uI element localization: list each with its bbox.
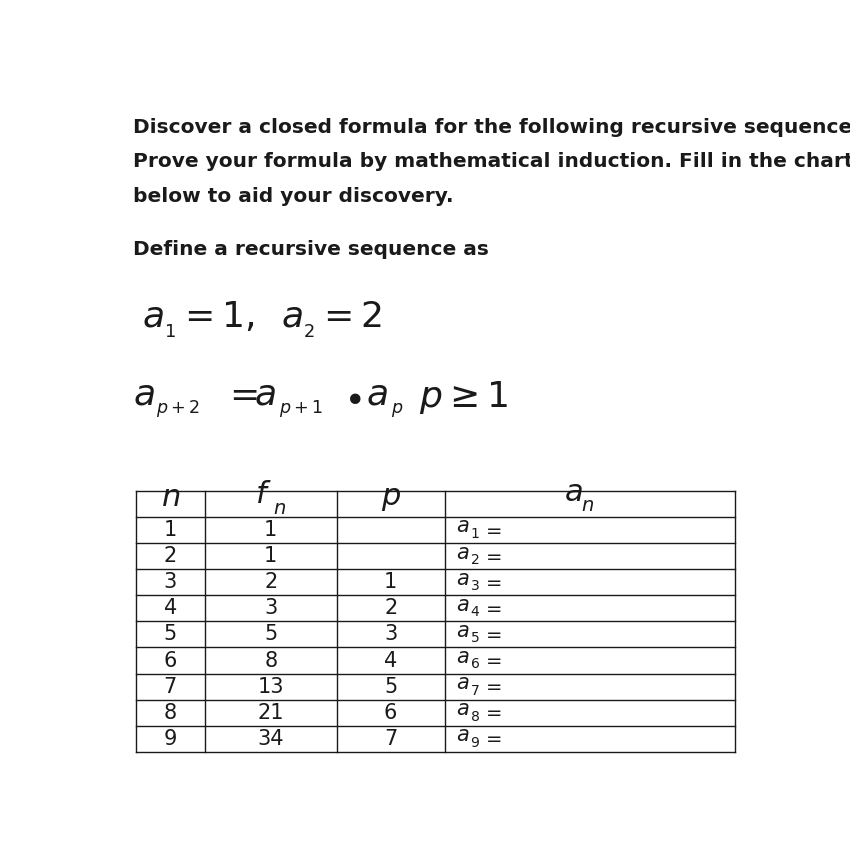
Text: 13: 13 (258, 677, 284, 697)
Text: $_{p+2}$: $_{p+2}$ (156, 396, 200, 419)
Text: $\mathit{8}$: $\mathit{8}$ (470, 709, 479, 723)
Text: 8: 8 (164, 703, 177, 722)
Text: $_{p}$: $_{p}$ (391, 396, 404, 419)
Text: $=$: $=$ (481, 678, 502, 695)
Text: $=$: $=$ (481, 522, 502, 539)
Text: $\mathit{1}$: $\mathit{1}$ (470, 527, 479, 542)
Text: 4: 4 (384, 651, 397, 671)
Text: $=$: $=$ (481, 548, 502, 565)
Text: 3: 3 (164, 573, 177, 592)
Text: $=$: $=$ (481, 652, 502, 669)
Text: Define a recursive sequence as: Define a recursive sequence as (133, 240, 489, 259)
Text: 8: 8 (264, 651, 277, 671)
Text: 1: 1 (264, 546, 277, 567)
Text: 34: 34 (258, 728, 284, 749)
Text: 9: 9 (164, 728, 177, 749)
Text: $\mathit{3}$: $\mathit{3}$ (470, 579, 479, 593)
Text: 3: 3 (264, 598, 277, 618)
Text: 6: 6 (384, 703, 397, 722)
Text: 2: 2 (164, 546, 177, 567)
Text: 2: 2 (384, 598, 397, 618)
Text: $=$: $=$ (481, 626, 502, 643)
Text: $\mathit{a}$: $\mathit{a}$ (456, 596, 470, 616)
Text: $=$: $=$ (481, 600, 502, 617)
Text: $\mathit{a}$: $\mathit{a}$ (366, 379, 388, 412)
Text: Prove your formula by mathematical induction. Fill in the chart: Prove your formula by mathematical induc… (133, 152, 850, 171)
Text: $\mathit{n}$: $\mathit{n}$ (581, 498, 594, 515)
Text: $\mathit{n}$: $\mathit{n}$ (273, 501, 286, 518)
Text: $\mathit{5}$: $\mathit{5}$ (470, 631, 479, 646)
Text: 2: 2 (264, 573, 277, 592)
Text: $\mathit{a}$: $\mathit{a}$ (564, 480, 582, 508)
Text: $\mathit{4}$: $\mathit{4}$ (470, 605, 479, 619)
Text: 4: 4 (164, 598, 177, 618)
Text: $=$: $=$ (481, 704, 502, 722)
Text: 5: 5 (164, 624, 177, 644)
Text: 1: 1 (264, 520, 277, 540)
Text: $\mathit{f}$: $\mathit{f}$ (255, 482, 271, 510)
Text: $\mathit{p} \geq 1$: $\mathit{p} \geq 1$ (419, 379, 508, 416)
Text: 5: 5 (264, 624, 277, 644)
Text: $\mathit{n}$: $\mathit{n}$ (161, 485, 180, 513)
Text: $\mathit{a}$: $\mathit{a}$ (456, 648, 470, 668)
Text: $\mathit{a}$: $\mathit{a}$ (456, 674, 470, 694)
Text: $\mathit{a}$: $\mathit{a}$ (456, 622, 470, 641)
Text: $\bullet$: $\bullet$ (343, 382, 362, 416)
Text: $\mathit{a}$: $\mathit{a}$ (254, 379, 276, 412)
Text: Discover a closed formula for the following recursive sequence.: Discover a closed formula for the follow… (133, 118, 850, 137)
Text: $\mathit{2}$: $\mathit{2}$ (470, 554, 479, 567)
Text: $\mathit{6}$: $\mathit{6}$ (470, 658, 479, 672)
Text: 3: 3 (384, 624, 397, 644)
Text: 5: 5 (384, 677, 397, 697)
Text: $_{p+1}$: $_{p+1}$ (279, 396, 323, 419)
Text: 7: 7 (164, 677, 177, 697)
Text: $\mathit{a}_{_1} = 1,$: $\mathit{a}_{_1} = 1,$ (143, 300, 255, 340)
Text: $\mathit{7}$: $\mathit{7}$ (470, 684, 479, 697)
Text: $\mathit{a}_{_2} = 2$: $\mathit{a}_{_2} = 2$ (280, 300, 382, 340)
Text: below to aid your discovery.: below to aid your discovery. (133, 187, 453, 206)
Text: $\mathit{a}$: $\mathit{a}$ (456, 517, 470, 537)
Text: $\mathit{a}$: $\mathit{a}$ (133, 379, 155, 412)
Text: 1: 1 (384, 573, 397, 592)
Text: $\mathit{9}$: $\mathit{9}$ (470, 735, 479, 750)
Text: $\mathit{p}$: $\mathit{p}$ (381, 485, 400, 513)
Text: $=$: $=$ (222, 379, 257, 412)
Text: 7: 7 (384, 728, 397, 749)
Text: $\mathit{a}$: $\mathit{a}$ (456, 700, 470, 720)
Text: 1: 1 (164, 520, 177, 540)
Text: $\mathit{a}$: $\mathit{a}$ (456, 544, 470, 564)
Text: $\mathit{a}$: $\mathit{a}$ (456, 726, 470, 746)
Text: $\mathit{a}$: $\mathit{a}$ (456, 570, 470, 590)
Text: $=$: $=$ (481, 730, 502, 747)
Text: 6: 6 (164, 651, 177, 671)
Text: 21: 21 (258, 703, 284, 722)
Text: $=$: $=$ (481, 573, 502, 591)
